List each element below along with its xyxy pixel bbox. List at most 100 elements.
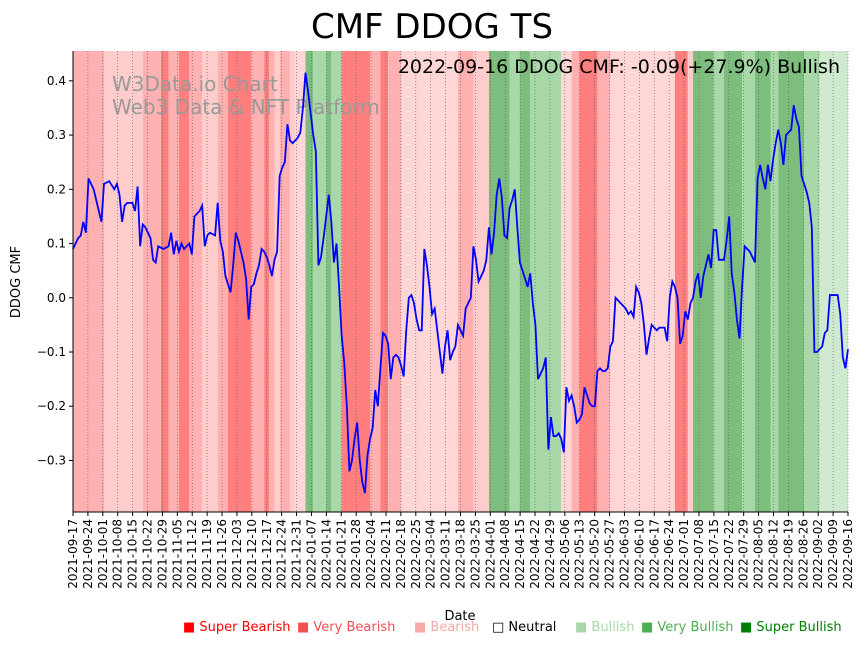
x-tick-label: 2021-10-15 bbox=[126, 519, 140, 589]
x-tick-label: 2021-12-10 bbox=[245, 519, 259, 589]
sentiment-band bbox=[509, 51, 520, 512]
x-tick-label: 2022-05-13 bbox=[573, 519, 587, 589]
y-tick-label: −0.1 bbox=[37, 345, 66, 359]
y-axis-label: DDOG CMF bbox=[9, 246, 24, 318]
sentiment-band bbox=[274, 51, 280, 512]
legend-label: Bearish bbox=[430, 620, 480, 635]
legend-label: Neutral bbox=[508, 620, 557, 635]
sentiment-band bbox=[370, 51, 381, 512]
y-tick-label: 0.0 bbox=[47, 291, 66, 305]
legend-label: Very Bullish bbox=[657, 620, 734, 635]
y-tick-label: 0.4 bbox=[47, 74, 66, 88]
legend-swatch: ■ bbox=[297, 620, 314, 635]
sentiment-band bbox=[326, 51, 332, 512]
x-tick-label: 2022-01-28 bbox=[349, 519, 363, 589]
legend-item: ■ Super Bearish bbox=[183, 620, 291, 635]
sentiment-band bbox=[597, 51, 611, 512]
sentiment-bands bbox=[73, 51, 848, 512]
x-tick-label: 2022-03-11 bbox=[439, 519, 453, 589]
legend-swatch: ■ bbox=[641, 620, 658, 635]
sentiment-band bbox=[674, 51, 688, 512]
x-tick-label: 2022-08-05 bbox=[752, 519, 766, 589]
legend-swatch: ■ bbox=[575, 620, 592, 635]
sentiment-band bbox=[160, 51, 169, 512]
x-tick-label: 2022-09-16 bbox=[841, 519, 855, 589]
x-tick-label: 2022-02-04 bbox=[364, 519, 378, 589]
x-tick-label: 2022-03-04 bbox=[424, 519, 438, 589]
legend-item: ■ Bearish bbox=[414, 620, 479, 635]
legend-item: □ Neutral bbox=[492, 620, 556, 635]
sentiment-legend: ■ Super Bearish ■ Very Bearish ■ Bearish □ … bbox=[0, 620, 864, 640]
sentiment-band bbox=[202, 51, 218, 512]
sentiment-band bbox=[228, 51, 252, 512]
sentiment-band bbox=[178, 51, 190, 512]
sentiment-band bbox=[610, 51, 675, 512]
sentiment-band bbox=[251, 51, 265, 512]
sentiment-band bbox=[819, 51, 848, 512]
legend-label: Very Bearish bbox=[313, 620, 396, 635]
x-tick-label: 2022-04-15 bbox=[513, 519, 527, 589]
x-tick-label: 2022-04-22 bbox=[528, 519, 542, 589]
sentiment-band bbox=[457, 51, 474, 512]
y-tick-label: 0.2 bbox=[47, 182, 66, 196]
x-tick-label: 2022-03-25 bbox=[468, 519, 482, 589]
x-tick-label: 2022-05-20 bbox=[588, 519, 602, 589]
x-axis-label: Date bbox=[444, 609, 475, 624]
x-tick-label: 2022-08-19 bbox=[781, 519, 795, 589]
x-tick-label: 2022-05-27 bbox=[603, 519, 617, 589]
legend-item: ■ Bullish bbox=[575, 620, 634, 635]
sentiment-band bbox=[778, 51, 805, 512]
x-tick-label: 2022-01-14 bbox=[319, 519, 333, 589]
sentiment-band bbox=[104, 51, 143, 512]
sentiment-band bbox=[217, 51, 228, 512]
y-axis-ticks: −0.3 −0.2 −0.1 0.0 0.1 0.2 0.3 0.4 bbox=[37, 74, 73, 467]
x-tick-label: 2021-11-19 bbox=[200, 519, 214, 589]
x-tick-label: 2022-07-01 bbox=[677, 519, 691, 589]
x-tick-label: 2022-09-09 bbox=[826, 519, 840, 589]
cmf-series-line bbox=[72, 72, 849, 494]
x-tick-label: 2022-01-21 bbox=[334, 519, 348, 589]
x-tick-label: 2021-11-26 bbox=[215, 519, 229, 589]
chart-title: CMF DDOG TS bbox=[311, 7, 553, 47]
x-tick-label: 2022-07-08 bbox=[692, 519, 706, 589]
sentiment-band bbox=[189, 51, 203, 512]
sentiment-band bbox=[305, 51, 314, 512]
x-tick-label: 2021-11-12 bbox=[185, 519, 199, 589]
x-tick-label: 2022-03-18 bbox=[454, 519, 468, 589]
x-tick-label: 2021-10-01 bbox=[96, 519, 110, 589]
legend-label: Super Bullish bbox=[756, 620, 842, 635]
x-tick-label: 2022-06-24 bbox=[662, 519, 676, 589]
x-tick-label: 2022-08-12 bbox=[766, 519, 780, 589]
x-tick-label: 2021-10-29 bbox=[155, 519, 169, 589]
y-tick-label: −0.3 bbox=[37, 453, 66, 467]
x-tick-label: 2021-09-17 bbox=[66, 519, 80, 589]
sentiment-band bbox=[473, 51, 489, 512]
sentiment-band bbox=[142, 51, 161, 512]
chart-annotation: 2022-09-16 DDOG CMF: -0.09(+27.9%) Bulli… bbox=[398, 56, 840, 78]
x-tick-label: 2022-07-29 bbox=[737, 519, 751, 589]
legend-label: Bullish bbox=[591, 620, 635, 635]
x-tick-label: 2022-07-15 bbox=[707, 519, 721, 589]
sentiment-band bbox=[687, 51, 693, 512]
x-tick-label: 2021-10-22 bbox=[141, 519, 155, 589]
x-tick-label: 2022-05-06 bbox=[558, 519, 572, 589]
sentiment-band bbox=[388, 51, 402, 512]
sentiment-band bbox=[380, 51, 389, 512]
sentiment-band bbox=[713, 51, 724, 512]
x-axis-ticks: 2021-09-17 2021-09-24 2021-10-01 2021-10-08… bbox=[66, 512, 855, 589]
sentiment-band bbox=[295, 51, 306, 512]
sentiment-band bbox=[561, 51, 572, 512]
sentiment-band bbox=[488, 51, 510, 512]
legend-swatch: ■ bbox=[414, 620, 431, 635]
sentiment-band bbox=[331, 51, 342, 512]
legend-swatch: ■ bbox=[740, 620, 757, 635]
x-tick-label: 2022-02-18 bbox=[394, 519, 408, 589]
x-tick-label: 2022-06-10 bbox=[632, 519, 646, 589]
x-tick-label: 2022-04-01 bbox=[483, 519, 497, 589]
x-tick-label: 2022-09-02 bbox=[811, 519, 825, 589]
x-tick-label: 2021-12-03 bbox=[230, 519, 244, 589]
sentiment-band bbox=[770, 51, 779, 512]
x-tick-label: 2021-12-24 bbox=[275, 519, 289, 589]
y-tick-label: 0.1 bbox=[47, 237, 66, 251]
